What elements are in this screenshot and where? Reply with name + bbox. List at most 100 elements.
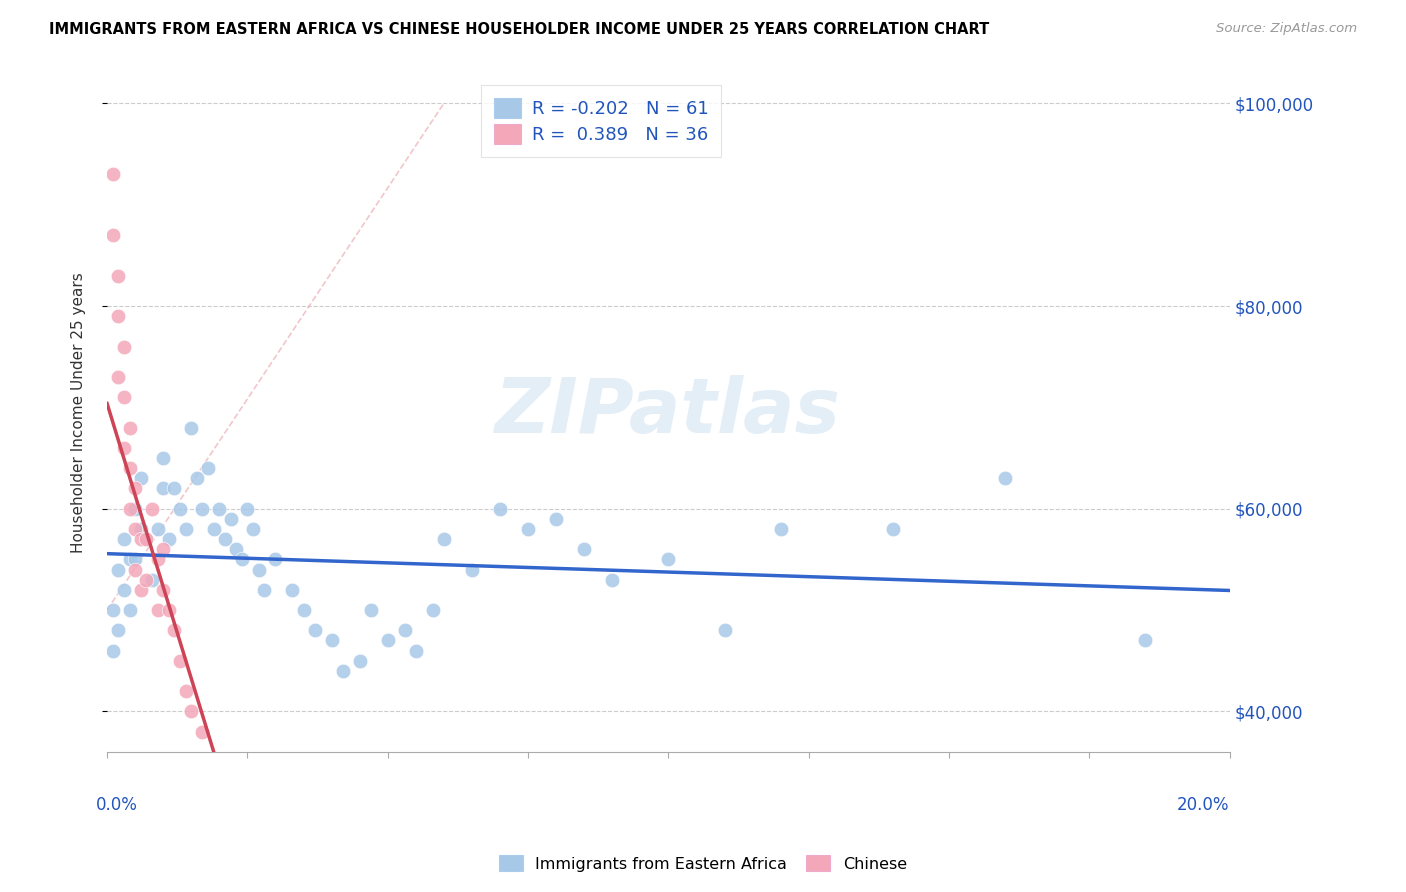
Text: 0.0%: 0.0%: [96, 796, 138, 814]
Legend: Immigrants from Eastern Africa, Chinese: Immigrants from Eastern Africa, Chinese: [491, 847, 915, 880]
Point: [129, 471, 152, 485]
Point: [152, 542, 174, 557]
Point: [112, 826, 135, 840]
Point: [994, 471, 1017, 485]
Point: [219, 512, 242, 526]
Point: [236, 805, 259, 820]
Point: [157, 532, 180, 546]
Point: [433, 532, 456, 546]
Point: [157, 603, 180, 617]
Point: [180, 705, 202, 719]
Point: [141, 573, 163, 587]
Point: [377, 633, 399, 648]
Point: [174, 684, 197, 698]
Point: [197, 461, 219, 475]
Point: [124, 522, 146, 536]
Point: [572, 542, 595, 557]
Text: IMMIGRANTS FROM EASTERN AFRICA VS CHINESE HOUSEHOLDER INCOME UNDER 25 YEARS CORR: IMMIGRANTS FROM EASTERN AFRICA VS CHINES…: [49, 22, 990, 37]
Point: [101, 167, 124, 181]
Point: [321, 633, 343, 648]
Y-axis label: Householder Income Under 25 years: Householder Income Under 25 years: [72, 272, 86, 553]
Point: [202, 522, 225, 536]
Point: [208, 775, 231, 789]
Point: [146, 522, 169, 536]
Point: [107, 624, 129, 638]
Point: [180, 420, 202, 434]
Point: [1135, 633, 1157, 648]
Point: [422, 603, 444, 617]
Point: [214, 532, 236, 546]
Point: [129, 582, 152, 597]
Point: [129, 532, 152, 546]
Point: [405, 643, 427, 657]
Point: [219, 785, 242, 799]
Point: [769, 522, 792, 536]
Point: [208, 501, 231, 516]
Point: [141, 501, 163, 516]
Point: [146, 552, 169, 566]
Point: [360, 603, 382, 617]
Point: [236, 501, 259, 516]
Point: [118, 420, 141, 434]
Point: [247, 815, 270, 830]
Point: [657, 552, 679, 566]
Point: [112, 532, 135, 546]
Point: [197, 755, 219, 769]
Point: [191, 724, 214, 739]
Point: [264, 552, 287, 566]
Point: [112, 390, 135, 404]
Point: [225, 542, 247, 557]
Point: [292, 603, 315, 617]
Text: ZIPatlas: ZIPatlas: [495, 376, 841, 450]
Point: [107, 309, 129, 323]
Point: [332, 664, 354, 678]
Point: [112, 582, 135, 597]
Point: [349, 654, 371, 668]
Point: [101, 228, 124, 243]
Point: [152, 451, 174, 466]
Point: [163, 624, 186, 638]
Point: [152, 482, 174, 496]
Point: [169, 654, 191, 668]
Point: [276, 755, 298, 769]
Point: [101, 643, 124, 657]
Point: [253, 582, 276, 597]
Point: [281, 582, 304, 597]
Point: [461, 562, 484, 576]
Point: [118, 501, 141, 516]
Text: Source: ZipAtlas.com: Source: ZipAtlas.com: [1216, 22, 1357, 36]
Point: [713, 624, 735, 638]
Point: [107, 370, 129, 384]
Text: 20.0%: 20.0%: [1177, 796, 1230, 814]
Point: [517, 522, 540, 536]
Point: [169, 501, 191, 516]
Point: [124, 501, 146, 516]
Point: [124, 562, 146, 576]
Point: [174, 522, 197, 536]
Point: [882, 522, 904, 536]
Point: [152, 582, 174, 597]
Point: [118, 461, 141, 475]
Point: [135, 532, 157, 546]
Point: [107, 562, 129, 576]
Point: [107, 268, 129, 283]
Point: [600, 573, 623, 587]
Point: [191, 501, 214, 516]
Point: [135, 573, 157, 587]
Point: [489, 501, 512, 516]
Point: [247, 562, 270, 576]
Point: [163, 482, 186, 496]
Point: [112, 340, 135, 354]
Point: [304, 624, 326, 638]
Point: [129, 522, 152, 536]
Point: [101, 603, 124, 617]
Point: [107, 826, 129, 840]
Point: [146, 603, 169, 617]
Point: [242, 522, 264, 536]
Point: [135, 532, 157, 546]
Point: [118, 603, 141, 617]
Point: [118, 552, 141, 566]
Point: [394, 624, 416, 638]
Point: [124, 552, 146, 566]
Point: [124, 482, 146, 496]
